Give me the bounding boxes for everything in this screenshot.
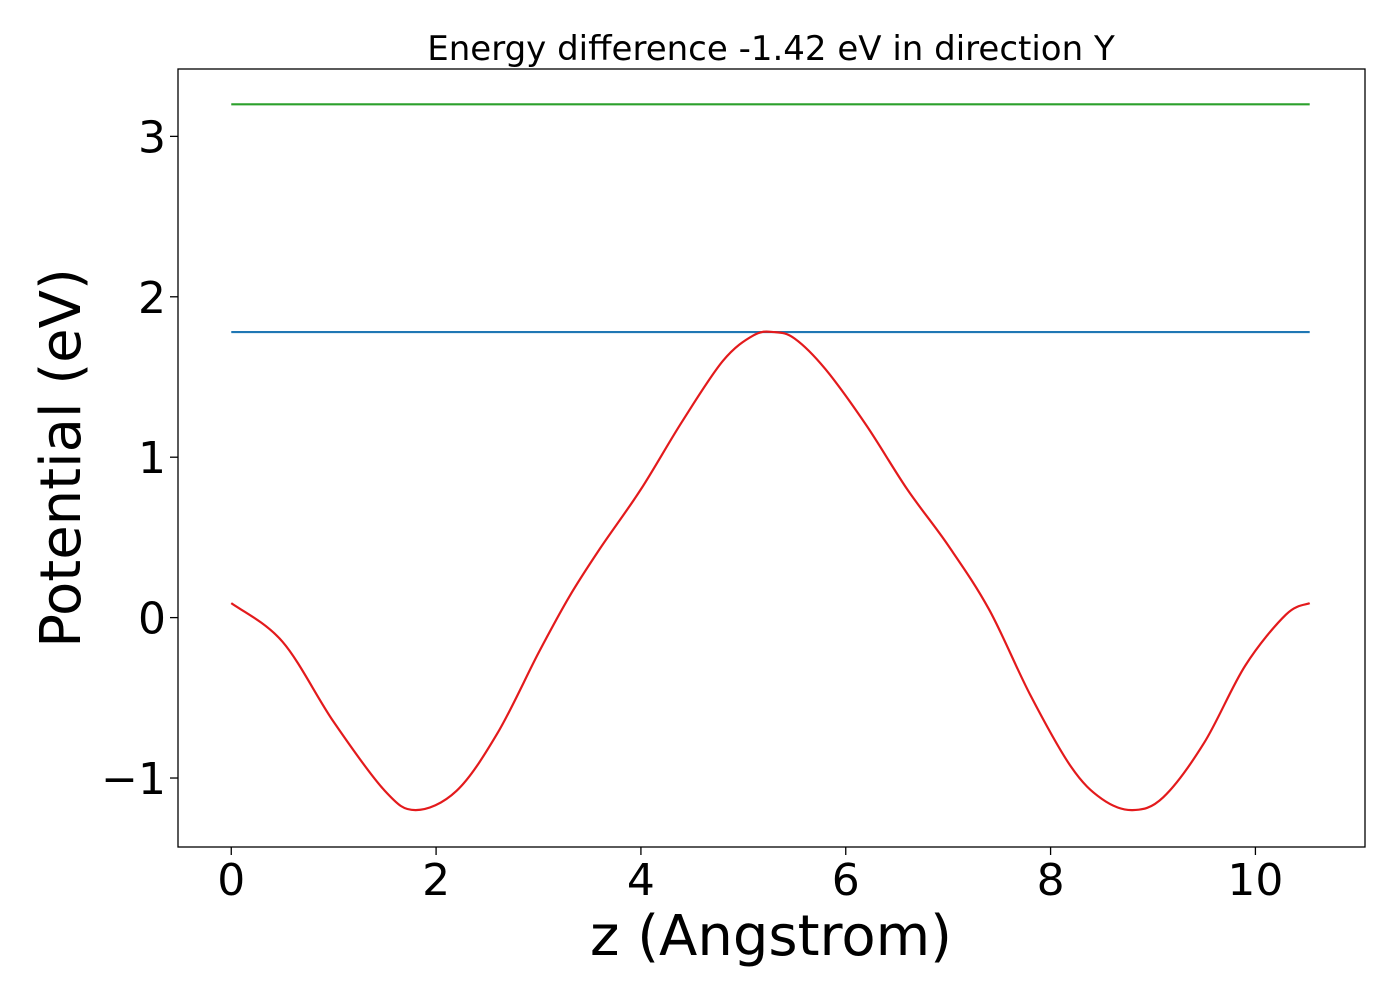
- y-tick-label: 2: [138, 273, 166, 324]
- y-tick-label: 1: [138, 433, 166, 484]
- x-tick-label: 2: [422, 855, 450, 906]
- y-axis-label: Potential (eV): [29, 268, 94, 648]
- y-axis-ticks: −1 0 1 2 3: [101, 112, 178, 805]
- x-axis-ticks: 0 2 4 6 8 10: [217, 847, 1283, 906]
- plot-frame: [177, 68, 1366, 848]
- chart-title: Energy difference -1.42 eV in direction …: [427, 29, 1115, 69]
- y-tick-label: 3: [138, 112, 166, 163]
- x-tick-label: 0: [217, 855, 245, 906]
- y-tick-label: −1: [101, 754, 166, 805]
- x-tick-label: 10: [1227, 855, 1283, 906]
- y-tick-label: 0: [138, 594, 166, 645]
- x-tick-label: 8: [1037, 855, 1065, 906]
- plot-series: [230, 103, 1311, 812]
- series-line-2: [230, 330, 1311, 812]
- x-tick-label: 6: [832, 855, 860, 906]
- x-axis-label: z (Angstrom): [590, 904, 952, 969]
- x-tick-label: 4: [627, 855, 655, 906]
